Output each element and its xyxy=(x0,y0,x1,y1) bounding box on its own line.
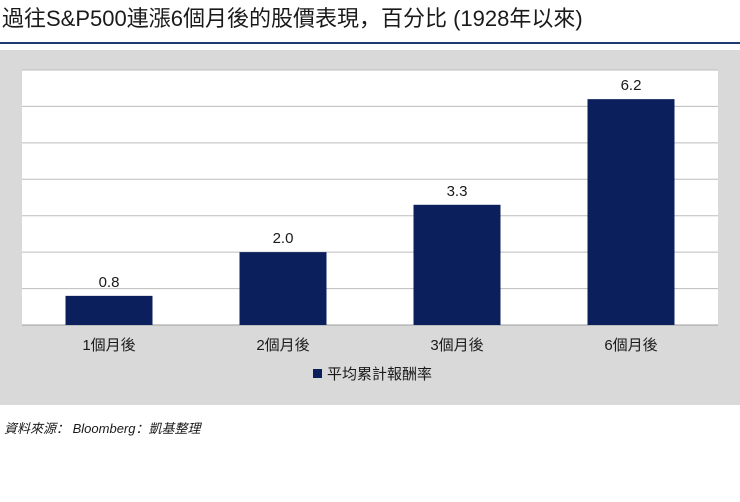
source-note: 資料來源： Bloomberg：凱基整理 xyxy=(4,421,201,436)
legend-swatch xyxy=(313,369,322,378)
data-label-3: 3.3 xyxy=(447,183,468,200)
x-tick-label-1: 1個月後 xyxy=(82,337,135,354)
x-tick-label-3: 3個月後 xyxy=(430,337,483,354)
data-label-1: 0.8 xyxy=(99,274,120,291)
data-label-4: 6.2 xyxy=(621,77,642,94)
chart-title: 過往S&P500連漲6個月後的股價表現，百分比 (1928年以來) xyxy=(2,6,583,31)
legend: 平均累計報酬率 xyxy=(313,366,432,383)
title-divider xyxy=(0,42,740,44)
bar-2 xyxy=(239,252,327,325)
data-label-2: 2.0 xyxy=(273,230,294,247)
x-tick-label-2: 2個月後 xyxy=(256,337,309,354)
x-tick-label-4: 6個月後 xyxy=(604,337,657,354)
bar-1 xyxy=(65,295,153,325)
bars xyxy=(65,99,675,326)
data-labels: 0.8 2.0 3.3 6.2 xyxy=(99,77,642,291)
bar-3 xyxy=(413,204,501,325)
bar-4 xyxy=(587,99,675,326)
x-axis-ticks: 1個月後 2個月後 3個月後 6個月後 xyxy=(82,337,657,354)
legend-label: 平均累計報酬率 xyxy=(327,366,432,383)
